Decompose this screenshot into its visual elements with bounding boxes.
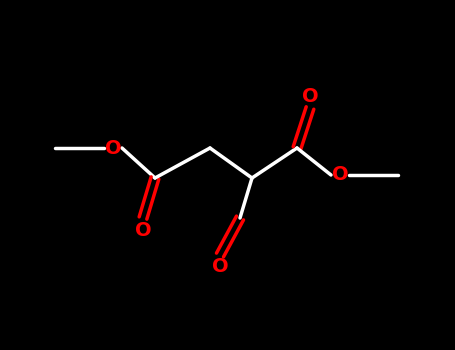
Text: O: O bbox=[135, 220, 152, 239]
Text: O: O bbox=[332, 166, 349, 184]
Text: O: O bbox=[212, 258, 228, 277]
Text: O: O bbox=[105, 139, 121, 158]
Text: O: O bbox=[302, 86, 318, 105]
